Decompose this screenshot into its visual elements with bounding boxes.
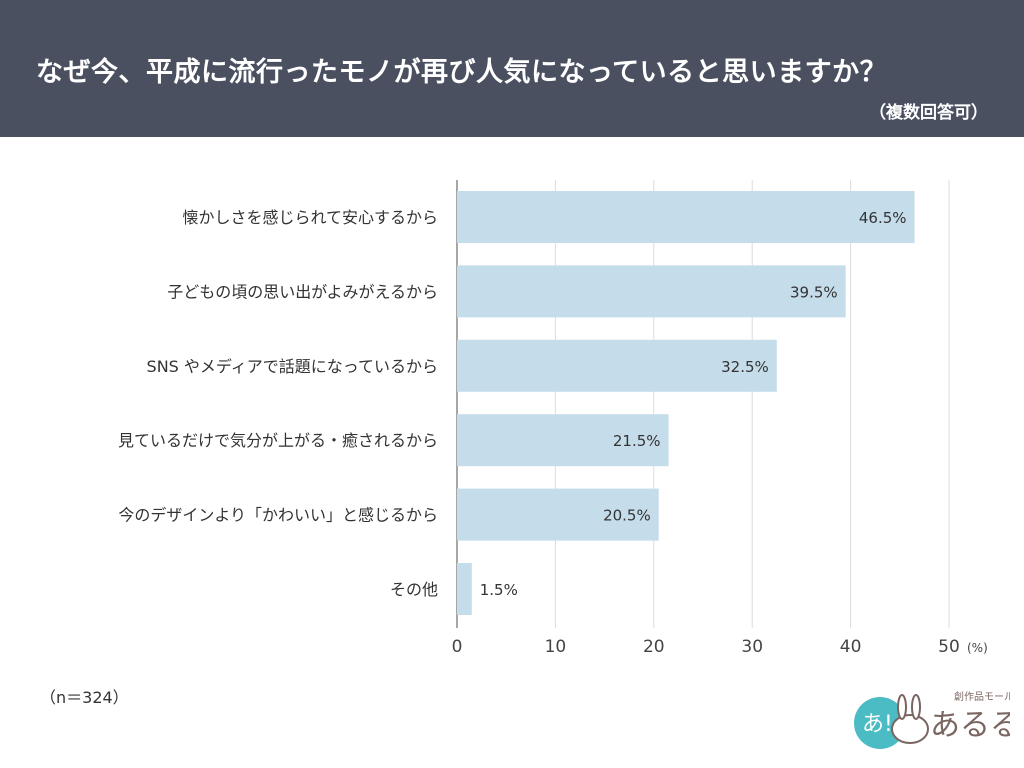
category-label: 懐かしさを感じられて安心するから <box>182 208 438 227</box>
x-tick-label: 40 <box>840 637 862 657</box>
bar <box>457 488 659 541</box>
bar <box>457 339 777 392</box>
data-label: 32.5% <box>721 358 769 376</box>
x-tick-label: 10 <box>545 637 567 657</box>
data-label: 20.5% <box>603 507 651 525</box>
chart-title: なぜ今、平成に流行ったモノが再び人気になっていると思いますか？ <box>36 57 888 88</box>
category-label: その他 <box>390 580 438 599</box>
svg-text:あるる: あるる <box>930 708 1010 743</box>
category-label: SNS やメディアで話題になっているから <box>147 357 438 376</box>
chart-subtitle: （複数回答可） <box>869 103 988 123</box>
category-label: 見ているだけで気分が上がる・癒されるから <box>118 431 438 450</box>
header: なぜ今、平成に流行ったモノが再び人気になっていると思いますか？ （複数回答可） <box>0 0 1024 137</box>
svg-text:創作品モール: 創作品モール <box>954 691 1010 703</box>
bar <box>457 414 669 467</box>
data-label: 39.5% <box>790 283 838 301</box>
x-tick-label: 20 <box>643 637 665 657</box>
bar <box>457 265 846 318</box>
data-label: 46.5% <box>859 209 907 227</box>
data-label: 1.5% <box>480 581 518 599</box>
x-tick-label: 0 <box>452 637 463 657</box>
svg-text:あ!: あ! <box>862 712 893 737</box>
x-unit-label: (%) <box>967 641 988 655</box>
rabbit-logo-icon: あ! 創作品モール あるる <box>854 691 1020 749</box>
sample-size-note: （n＝324） <box>40 688 129 707</box>
x-tick-label: 50 <box>938 637 960 657</box>
bar <box>457 191 915 243</box>
logo: あ! 創作品モール あるる <box>850 685 1020 759</box>
bar <box>457 563 472 615</box>
x-tick-label: 30 <box>741 637 763 657</box>
data-label: 21.5% <box>613 432 661 450</box>
category-label: 子どもの頃の思い出がよみがえるから <box>167 282 438 301</box>
category-label: 今のデザインより「かわいい」と感じるから <box>118 506 438 525</box>
